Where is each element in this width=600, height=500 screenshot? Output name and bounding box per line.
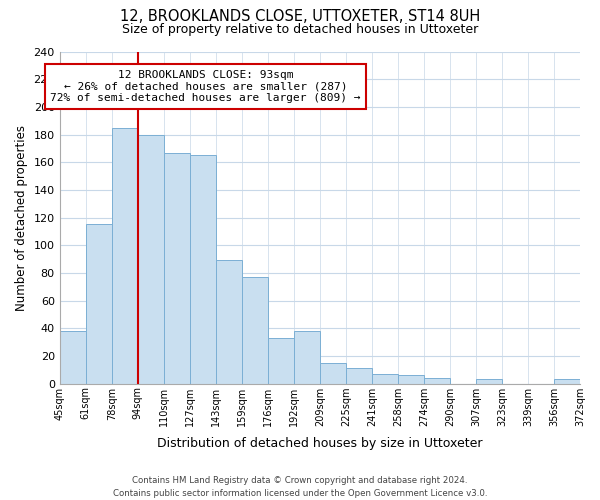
Text: Contains HM Land Registry data © Crown copyright and database right 2024.
Contai: Contains HM Land Registry data © Crown c…: [113, 476, 487, 498]
Y-axis label: Number of detached properties: Number of detached properties: [15, 124, 28, 310]
Bar: [190, 156, 216, 384]
Bar: [476, 380, 502, 384]
Bar: [216, 260, 242, 384]
Bar: [138, 134, 164, 384]
Bar: [164, 152, 190, 384]
Bar: [424, 378, 450, 384]
Bar: [268, 338, 294, 384]
Bar: [398, 376, 424, 384]
Text: 12, BROOKLANDS CLOSE, UTTOXETER, ST14 8UH: 12, BROOKLANDS CLOSE, UTTOXETER, ST14 8U…: [120, 9, 480, 24]
Bar: [372, 374, 398, 384]
Text: 12 BROOKLANDS CLOSE: 93sqm
← 26% of detached houses are smaller (287)
72% of sem: 12 BROOKLANDS CLOSE: 93sqm ← 26% of deta…: [50, 70, 361, 103]
Text: Size of property relative to detached houses in Uttoxeter: Size of property relative to detached ho…: [122, 22, 478, 36]
Bar: [294, 331, 320, 384]
X-axis label: Distribution of detached houses by size in Uttoxeter: Distribution of detached houses by size …: [157, 437, 482, 450]
Bar: [554, 380, 580, 384]
Bar: [112, 128, 138, 384]
Bar: [86, 224, 112, 384]
Bar: [320, 363, 346, 384]
Bar: [242, 277, 268, 384]
Bar: [346, 368, 372, 384]
Bar: [59, 331, 86, 384]
